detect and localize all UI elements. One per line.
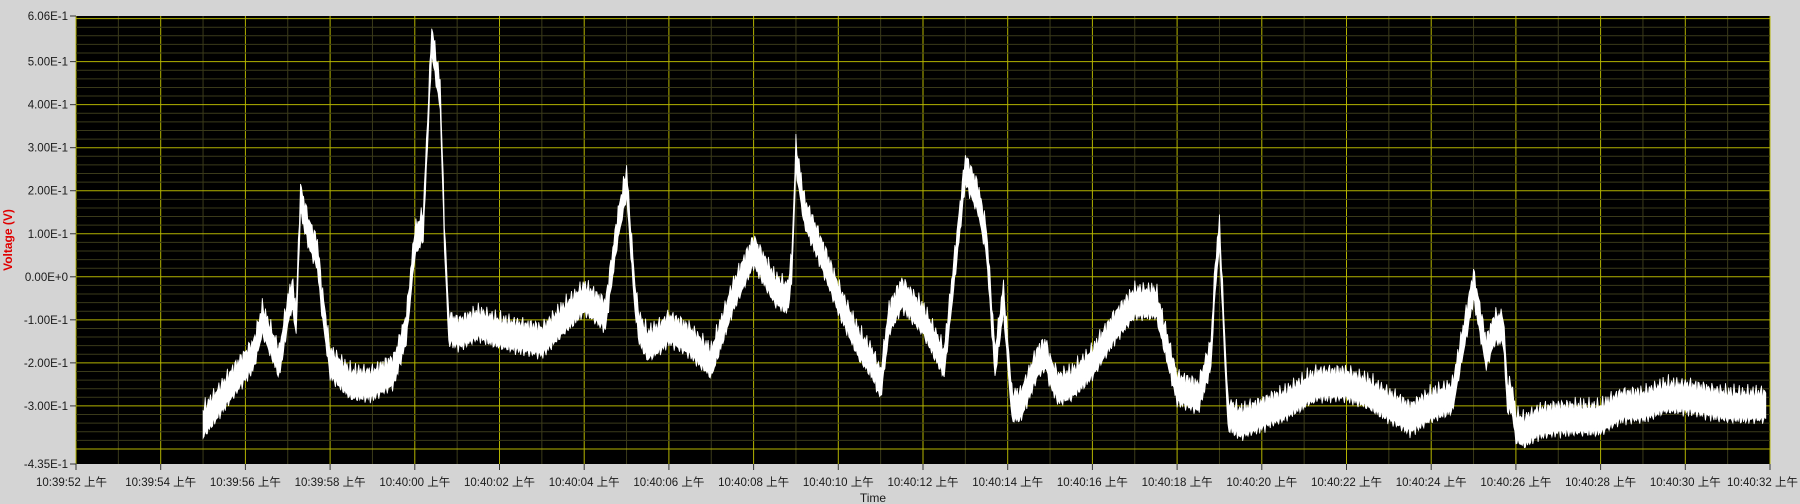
x-tick-label: 10:40:26 上午	[1480, 476, 1551, 489]
y-axis-label: Voltage (V)	[1, 209, 15, 271]
y-tick-label: -2.00E-1	[24, 358, 68, 370]
x-tick-label: 10:40:00 上午	[379, 476, 450, 489]
x-tick-label: 10:40:30 上午	[1650, 476, 1721, 489]
y-tick-label: 3.00E-1	[28, 143, 68, 155]
y-tick-label: -3.00E-1	[24, 401, 68, 413]
x-tick-label: 10:40:08 上午	[718, 476, 789, 489]
x-tick-label: 10:39:58 上午	[295, 476, 366, 489]
y-tick-label: 0.00E+0	[25, 272, 68, 284]
x-tick-label: 10:40:02 上午	[464, 476, 535, 489]
x-tick-label: 10:40:32 上午	[1727, 476, 1798, 489]
x-tick-label: 10:39:54 上午	[125, 476, 196, 489]
x-axis-ticks: 10:39:52 上午 10:39:54 上午 10:39:56 上午 10:39:5…	[36, 464, 1798, 489]
y-tick-label: -1.00E-1	[24, 315, 68, 327]
x-tick-label: 10:40:18 上午	[1142, 476, 1213, 489]
y-tick-label: 5.00E-1	[28, 57, 68, 69]
y-tick-label: -4.35E-1	[24, 459, 68, 471]
y-tick-label: 6.06E-1	[28, 11, 68, 23]
x-axis-label: Time	[860, 491, 887, 504]
series-voltage	[202, 28, 1767, 449]
grid	[75, 16, 1771, 464]
y-axis-ticks: 6.06E-1 5.00E-1 4.00E-1 3.00E-1 2.00E-1 1.00E…	[24, 11, 76, 471]
x-tick-label: 10:40:28 上午	[1565, 476, 1636, 489]
x-tick-label: 10:40:20 上午	[1226, 476, 1297, 489]
x-tick-label: 10:39:52 上午	[36, 476, 107, 489]
x-tick-label: 10:40:12 上午	[888, 476, 959, 489]
x-tick-label: 10:40:24 上午	[1396, 476, 1467, 489]
x-tick-label: 10:40:16 上午	[1057, 476, 1128, 489]
x-tick-label: 10:40:14 上午	[972, 476, 1043, 489]
x-tick-label: 10:39:56 上午	[210, 476, 281, 489]
y-tick-label: 2.00E-1	[28, 186, 68, 198]
x-tick-label: 10:40:04 上午	[549, 476, 620, 489]
y-tick-label: 4.00E-1	[28, 100, 68, 112]
x-tick-label: 10:40:06 上午	[633, 476, 704, 489]
x-tick-label: 10:40:10 上午	[803, 476, 874, 489]
x-tick-label: 10:40:22 上午	[1311, 476, 1382, 489]
y-tick-label: 1.00E-1	[28, 229, 68, 241]
voltage-trace	[202, 28, 1767, 449]
